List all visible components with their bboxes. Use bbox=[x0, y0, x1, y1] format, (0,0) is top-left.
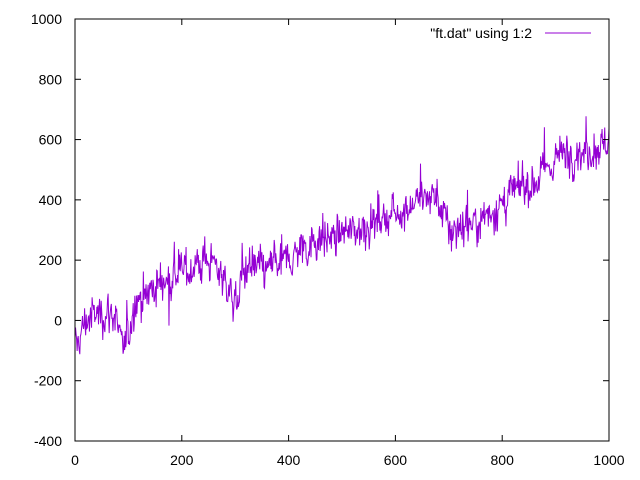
y-tick-label: 600 bbox=[39, 132, 63, 148]
y-tick-label: 200 bbox=[39, 252, 63, 268]
x-tick-label: 200 bbox=[170, 452, 194, 468]
series-line bbox=[74, 116, 610, 355]
y-tick-label: 0 bbox=[54, 312, 62, 328]
x-tick-label: 0 bbox=[71, 452, 79, 468]
ticks-layer: 0 200 400 600 800 1000 -400 -200 0 200 400 600 800 10… bbox=[31, 11, 625, 468]
y-tick-label: -200 bbox=[34, 373, 62, 389]
x-tick-label: 400 bbox=[277, 452, 301, 468]
x-tick-label: 600 bbox=[384, 452, 408, 468]
y-tick-label: 1000 bbox=[31, 11, 62, 27]
x-tick-label: 800 bbox=[491, 452, 515, 468]
series-layer bbox=[74, 116, 610, 355]
y-tick-label: 400 bbox=[39, 192, 63, 208]
legend: "ft.dat" using 1:2 bbox=[430, 25, 591, 41]
y-tick-label: 800 bbox=[39, 71, 63, 87]
plot-frame bbox=[74, 18, 610, 442]
y-tick-label: -400 bbox=[34, 433, 62, 449]
x-tick-label: 1000 bbox=[593, 452, 624, 468]
legend-label: "ft.dat" using 1:2 bbox=[430, 25, 532, 41]
